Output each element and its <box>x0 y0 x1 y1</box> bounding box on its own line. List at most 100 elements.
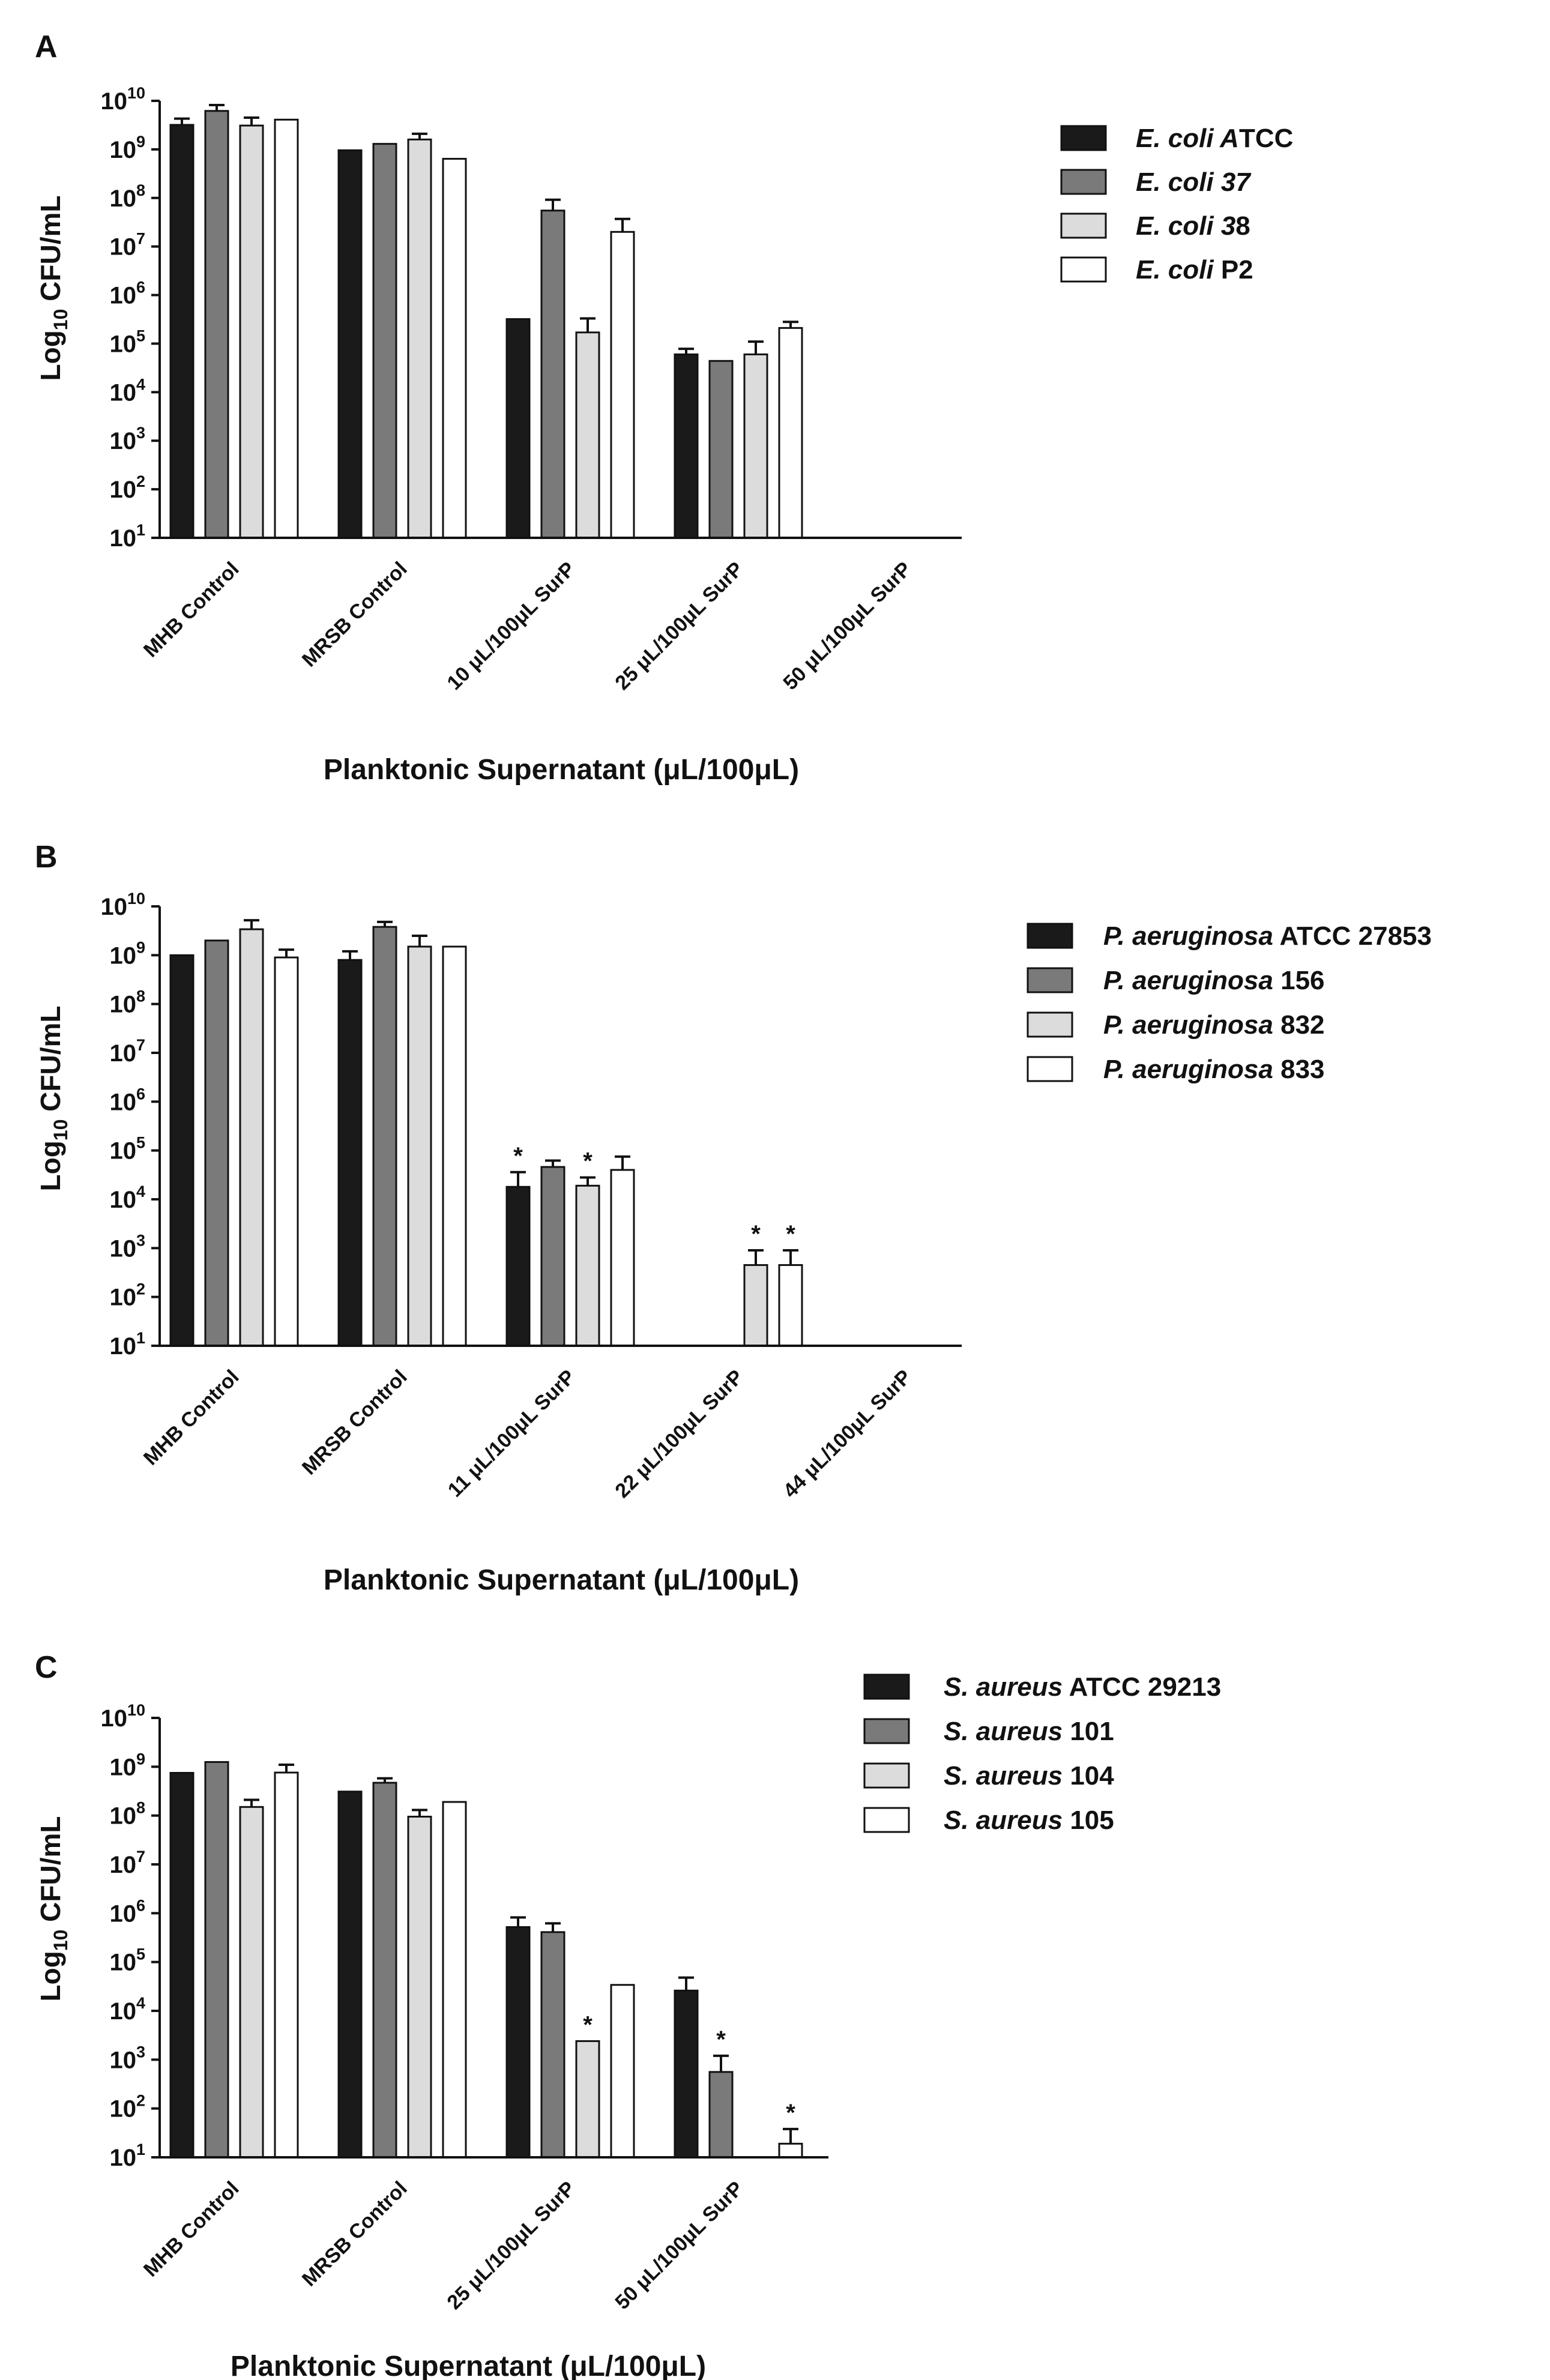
panel-c: C Log10 CFU/mL 1011021031041051061071081… <box>35 1650 1221 2380</box>
bar <box>674 1989 699 2159</box>
legend-a: E. coli ATCC E. coli 37 E. coli 38 E. co… <box>1060 124 1293 285</box>
legend-label: S. aureus 101 <box>944 1717 1114 1746</box>
bar <box>708 360 734 539</box>
bar <box>274 118 299 539</box>
category-label: 50 μL/100μL SurP <box>779 558 915 694</box>
category-label: 50 μL/100μL SurP <box>611 2177 747 2314</box>
significance-star: * <box>716 2026 726 2053</box>
legend-item: E. coli 38 <box>1060 211 1250 241</box>
legend-swatch <box>1060 125 1107 151</box>
legend-label: E. coli 38 <box>1136 211 1250 241</box>
y-tick-label: 107 <box>109 1036 145 1067</box>
bar <box>575 331 600 539</box>
legend-item: E. coli 37 <box>1060 167 1252 197</box>
y-tick-label: 109 <box>109 1750 145 1780</box>
legend-swatch <box>1060 256 1107 283</box>
category-label: MRSB Control <box>298 558 412 672</box>
legend-label: P. aeruginosa ATCC 27853 <box>1103 921 1432 951</box>
y-tick-label: 101 <box>109 521 145 552</box>
bar <box>505 318 531 539</box>
category-labels-a: MHB Control MRSB Control 10 μL/100μL Sur… <box>139 558 916 694</box>
legend-item: P. aeruginosa 156 <box>1027 966 1325 995</box>
legend-item: P. aeruginosa 833 <box>1027 1055 1325 1084</box>
legend-swatch <box>863 1674 910 1700</box>
bar <box>337 959 363 1347</box>
legend-swatch <box>863 1807 910 1833</box>
bar <box>540 1931 565 2159</box>
bar <box>372 926 397 1347</box>
significance-star: * <box>513 1143 523 1169</box>
panel-letter-a: A <box>35 29 58 64</box>
legend-swatch <box>1027 923 1073 949</box>
bars-a <box>169 103 803 539</box>
bar <box>274 1771 299 2159</box>
y-tick-label: 1010 <box>100 890 145 920</box>
panel-b: B Log10 CFU/mL 1011021031041051061071081… <box>35 840 1432 1596</box>
bar <box>204 939 229 1347</box>
legend-label: E. coli ATCC <box>1136 124 1293 153</box>
significance-star: * <box>786 2100 795 2126</box>
bar <box>610 1169 635 1347</box>
significance-star: * <box>583 2011 593 2038</box>
y-axis-ticks-a: 101 102 103 104 105 106 107 108 109 1010 <box>100 84 160 552</box>
bar <box>505 1926 531 2159</box>
legend-item: P. aeruginosa ATCC 27853 <box>1027 921 1432 951</box>
bar <box>540 1166 565 1347</box>
bar <box>407 945 432 1347</box>
bar <box>372 143 397 539</box>
bar <box>743 353 768 539</box>
category-label: MRSB Control <box>298 1366 412 1480</box>
category-label: 11 μL/100μL SurP <box>444 1366 580 1502</box>
y-axis-ticks-c: 101 102 103 104 105 106 107 108 109 1010 <box>100 1701 160 2171</box>
legend-label: S. aureus 104 <box>944 1761 1114 1791</box>
panel-a: A Log10 CFU/mL 1011021031041051061071081… <box>35 29 1293 786</box>
y-axis-title-a: Log10 CFU/mL <box>35 196 71 381</box>
bar <box>169 954 195 1347</box>
category-label: MRSB Control <box>298 2177 412 2291</box>
bar <box>442 945 467 1347</box>
y-axis-ticks-b: 101 102 103 104 105 106 107 108 109 1010 <box>100 890 160 1360</box>
y-tick-label: 104 <box>109 1182 145 1213</box>
legend-label: S. aureus 105 <box>944 1806 1114 1835</box>
legend-item: S. aureus 104 <box>863 1761 1114 1791</box>
y-tick-label: 103 <box>109 424 145 454</box>
bar <box>778 1264 803 1347</box>
legend-item: E. coli ATCC <box>1060 124 1293 153</box>
legend-swatch <box>1027 1056 1073 1082</box>
bar <box>407 1815 432 2159</box>
significance-star: * <box>786 1221 795 1247</box>
legend-swatch <box>1027 1011 1073 1038</box>
legend-c: S. aureus ATCC 29213 S. aureus 101 S. au… <box>863 1672 1221 1835</box>
category-label: 25 μL/100μL SurP <box>611 558 747 694</box>
bar <box>743 1264 768 1347</box>
category-label: MHB Control <box>139 558 244 662</box>
y-tick-label: 103 <box>109 2043 145 2073</box>
y-tick-label: 109 <box>109 938 145 969</box>
y-tick-label: 104 <box>109 1994 145 2025</box>
bar <box>204 110 229 539</box>
y-tick-label: 105 <box>109 327 145 357</box>
y-tick-label: 106 <box>109 1085 145 1115</box>
x-axis-title-b: Planktonic Supernatant (μL/100μL) <box>324 1564 799 1596</box>
bar <box>407 138 432 539</box>
legend-label: E. coli 37 <box>1136 167 1252 197</box>
bar <box>442 1801 467 2159</box>
bar <box>204 1761 229 2159</box>
y-tick-label: 1010 <box>100 1701 145 1732</box>
panel-letter-b: B <box>35 840 58 875</box>
legend-item: E. coli P2 <box>1060 255 1253 285</box>
legend-label: P. aeruginosa 156 <box>1103 966 1325 995</box>
legend-item: S. aureus 101 <box>863 1717 1114 1746</box>
category-label: MHB Control <box>139 2177 244 2282</box>
legend-item: S. aureus 105 <box>863 1806 1114 1835</box>
legend-b: P. aeruginosa ATCC 27853 P. aeruginosa 1… <box>1027 921 1432 1084</box>
bar <box>610 1984 635 2159</box>
legend-swatch <box>863 1762 910 1789</box>
y-tick-label: 106 <box>109 279 145 309</box>
bar <box>169 1771 195 2159</box>
legend-item: S. aureus ATCC 29213 <box>863 1672 1221 1702</box>
bar <box>575 2040 600 2159</box>
y-tick-label: 105 <box>109 1945 145 1976</box>
bars-c: * * * <box>169 1761 803 2159</box>
x-axis-title-a: Planktonic Supernatant (μL/100μL) <box>324 754 799 786</box>
